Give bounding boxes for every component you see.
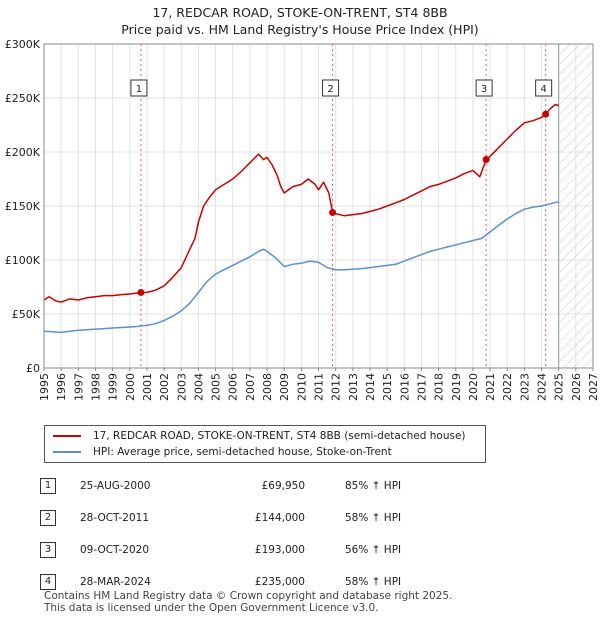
legend-item-hpi: HPI: Average price, semi-detached house,… xyxy=(53,444,392,460)
x-tick-label: 2026 xyxy=(570,373,583,401)
y-tick-label: £300K xyxy=(5,38,41,51)
table-row: 3 09-OCT-2020 £193,000 56% ↑ HPI xyxy=(40,534,401,566)
y-tick-label: £200K xyxy=(5,146,41,159)
x-tick-label: 2010 xyxy=(295,373,308,401)
sale-point xyxy=(542,110,550,118)
x-tick-label: 2004 xyxy=(192,373,205,401)
sale-hpi-change: 58% ↑ HPI xyxy=(345,512,402,524)
sale-number-box xyxy=(322,79,340,97)
x-tick-label: 2011 xyxy=(313,373,326,401)
transactions-table: 1 25-AUG-2000 £69,950 85% ↑ HPI 2 28-OCT… xyxy=(40,470,401,598)
x-tick-label: 2027 xyxy=(587,373,600,401)
price-chart: £0 £50K £100K £150K £200K £250K £300K 1995 1996 1… xyxy=(5,38,600,401)
x-tick-label: 2008 xyxy=(261,373,274,401)
sale-date: 28-OCT-2011 xyxy=(80,512,149,524)
x-tick-label: 2000 xyxy=(124,373,137,401)
sale-number-badge: 3 xyxy=(40,542,56,558)
sale-date: 25-AUG-2000 xyxy=(80,480,151,492)
legend-item-property: 17, REDCAR ROAD, STOKE-ON-TRENT, ST4 8BB… xyxy=(53,428,466,444)
x-tick-label: 2016 xyxy=(398,373,411,401)
sale-point xyxy=(137,288,145,296)
x-tick-label: 2006 xyxy=(227,373,240,401)
x-tick-label: 2009 xyxy=(278,373,291,401)
x-tick-label: 2015 xyxy=(381,373,394,401)
hpi-series-line xyxy=(43,200,559,334)
x-tick-label: 2007 xyxy=(244,373,257,401)
x-tick-label: 2022 xyxy=(501,373,514,401)
y-tick-label: £150K xyxy=(5,200,41,213)
sale-number-label: 4 xyxy=(540,84,546,95)
y-tick-label: £250K xyxy=(5,92,41,105)
legend-swatch-property xyxy=(53,435,81,437)
x-tick-label: 2012 xyxy=(330,373,343,401)
chart-legend: 17, REDCAR ROAD, STOKE-ON-TRENT, ST4 8BB… xyxy=(44,425,486,463)
x-tick-label: 2024 xyxy=(536,373,549,401)
table-row: 4 28-MAR-2024 £235,000 58% ↑ HPI xyxy=(40,566,401,598)
table-row: 1 25-AUG-2000 £69,950 85% ↑ HPI xyxy=(40,470,401,502)
footer-notice: Contains HM Land Registry data © Crown c… xyxy=(44,590,452,614)
sale-number-box xyxy=(535,79,553,97)
legend-label-property: 17, REDCAR ROAD, STOKE-ON-TRENT, ST4 8BB… xyxy=(93,430,466,442)
sale-number-badge: 4 xyxy=(40,574,56,590)
sale-number-box xyxy=(475,79,493,97)
sale-date: 28-MAR-2024 xyxy=(80,576,151,588)
sale-number-box xyxy=(130,79,148,97)
sale-price: £235,000 xyxy=(254,576,305,588)
x-tick-label: 1997 xyxy=(72,373,85,401)
sale-point xyxy=(329,208,337,216)
sale-number-badge: 2 xyxy=(40,510,56,526)
sale-number-badge: 1 xyxy=(40,478,56,494)
y-tick-label: £50K xyxy=(12,308,41,321)
x-tick-label: 2020 xyxy=(467,373,480,401)
x-tick-label: 1996 xyxy=(55,373,68,401)
legend-swatch-hpi xyxy=(53,451,81,453)
sale-price: £193,000 xyxy=(254,544,305,556)
sale-date: 09-OCT-2020 xyxy=(80,544,149,556)
chart-subtitle: Price paid vs. HM Land Registry's House … xyxy=(121,22,479,37)
y-tick-label: £100K xyxy=(5,254,41,267)
footer-line-licence: This data is licensed under the Open Gov… xyxy=(44,602,379,614)
sale-point xyxy=(482,156,490,164)
x-tick-label: 2005 xyxy=(210,373,223,401)
sale-price: £69,950 xyxy=(261,480,305,492)
y-tick-label: £0 xyxy=(26,362,40,375)
x-tick-label: 2019 xyxy=(450,373,463,401)
x-tick-label: 2002 xyxy=(158,373,171,401)
x-tick-label: 2023 xyxy=(518,373,531,401)
x-tick-label: 2013 xyxy=(347,373,360,401)
x-tick-label: 1995 xyxy=(38,373,51,401)
x-tick-label: 2003 xyxy=(175,373,188,401)
x-tick-label: 2001 xyxy=(141,373,154,401)
x-tick-label: 1998 xyxy=(89,373,102,401)
x-tick-label: 2025 xyxy=(553,373,566,401)
legend-label-hpi: HPI: Average price, semi-detached house,… xyxy=(93,446,392,458)
footer-line-copyright: Contains HM Land Registry data © Crown c… xyxy=(44,590,453,602)
sale-hpi-change: 58% ↑ HPI xyxy=(345,576,402,588)
sale-number-label: 3 xyxy=(481,84,487,95)
x-tick-label: 2017 xyxy=(415,373,428,401)
x-tick-label: 1999 xyxy=(107,373,120,401)
sale-hpi-change: 56% ↑ HPI xyxy=(345,544,402,556)
table-row: 2 28-OCT-2011 £144,000 58% ↑ HPI xyxy=(40,502,401,534)
sale-hpi-change: 85% ↑ HPI xyxy=(345,480,402,492)
chart-title: 17, REDCAR ROAD, STOKE-ON-TRENT, ST4 8BB xyxy=(152,5,448,20)
x-tick-label: 2018 xyxy=(433,373,446,401)
sale-number-label: 1 xyxy=(136,84,142,95)
sale-price: £144,000 xyxy=(254,512,305,524)
sale-number-label: 2 xyxy=(327,84,333,95)
x-tick-label: 2021 xyxy=(484,373,497,401)
x-tick-label: 2014 xyxy=(364,373,377,401)
forecast-region xyxy=(558,44,593,368)
